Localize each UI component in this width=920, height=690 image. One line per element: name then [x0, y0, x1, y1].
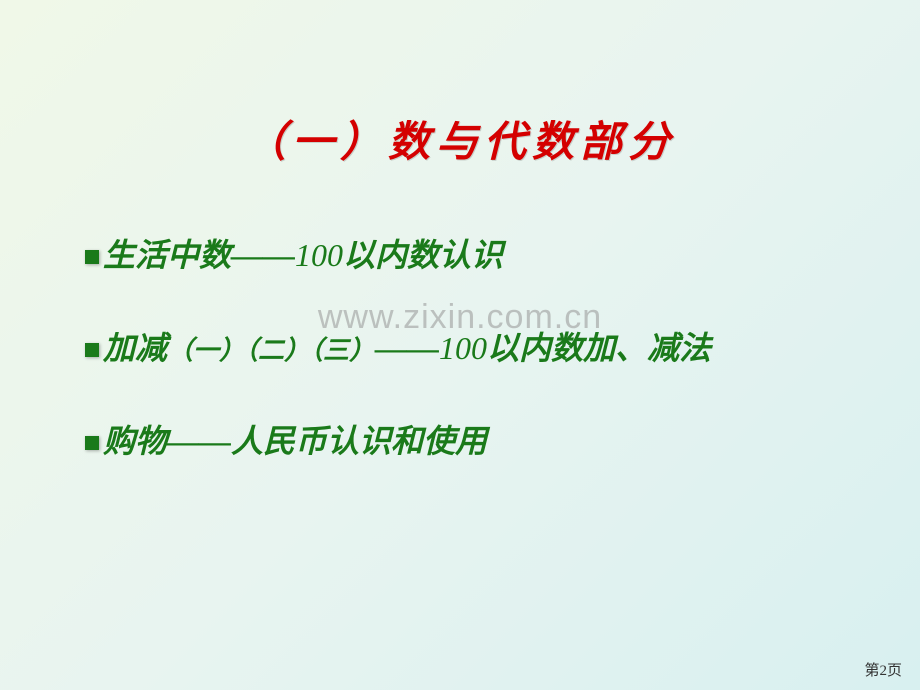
bullet-line-2: 加减（一）（二）（三）——100以内数加、减法	[85, 323, 835, 374]
number: 100	[439, 330, 487, 366]
text: 生活中数——	[103, 237, 295, 273]
bullet-line-1: 生活中数——100以内数认识	[85, 230, 835, 281]
page-number: 第2页	[864, 659, 902, 680]
text: 购物——人民币认识和使用	[103, 423, 487, 459]
content-block: 生活中数——100以内数认识 加减（一）（二）（三）——100以内数加、减法 购…	[85, 230, 835, 510]
slide-title: （一）数与代数部分	[0, 108, 920, 169]
text: 以内数加、减法	[487, 330, 711, 366]
text: 以内数认识	[343, 237, 503, 273]
square-bullet-icon	[85, 343, 99, 357]
number: 100	[295, 237, 343, 273]
square-bullet-icon	[85, 436, 99, 450]
bullet-line-3: 购物——人民币认识和使用	[85, 416, 835, 467]
paren-text: （一）（二）（三）	[167, 336, 375, 365]
text: ——	[375, 330, 439, 366]
square-bullet-icon	[85, 250, 99, 264]
text: 加减	[103, 330, 167, 366]
slide: （一）数与代数部分 www.zixin.com.cn 生活中数——100以内数认…	[0, 0, 920, 690]
